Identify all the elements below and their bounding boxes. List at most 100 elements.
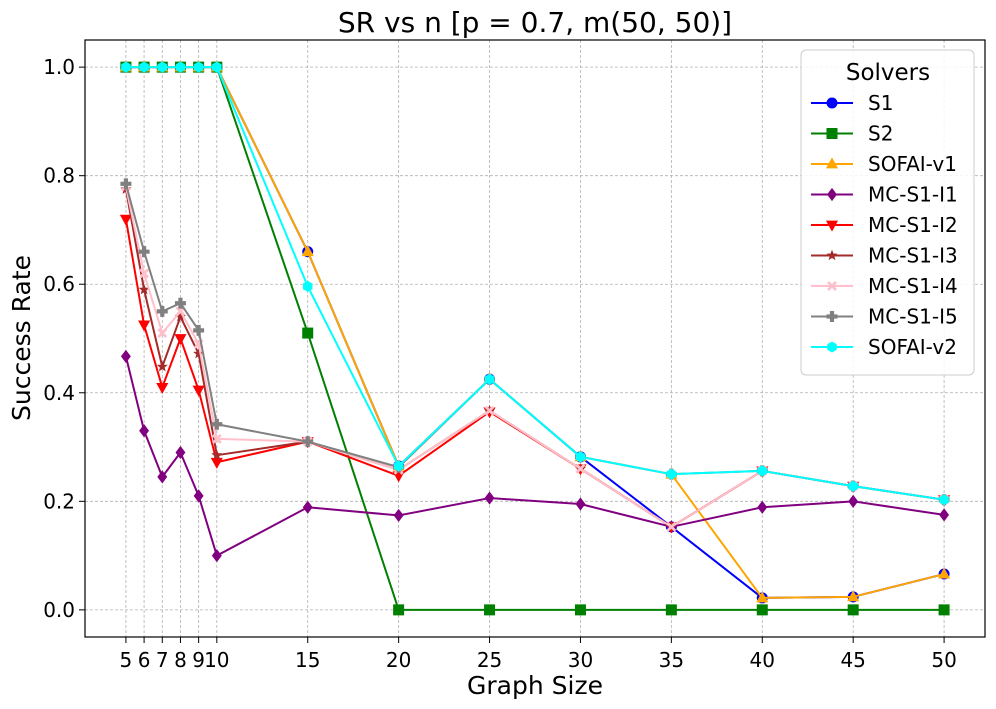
- data-point-mc-s1-i4: [484, 405, 495, 416]
- x-tick-label: 50: [931, 648, 956, 672]
- data-point-sofai-v2: [666, 468, 677, 480]
- x-tick-label: 9: [192, 648, 205, 672]
- data-point-sofai-v1: [756, 591, 769, 603]
- data-point-sofai-v2: [193, 61, 204, 73]
- legend-marker-s2: [826, 128, 838, 139]
- data-point-sofai-v2: [157, 61, 168, 73]
- legend-item-s2: S2: [811, 122, 893, 146]
- legend-label-s1: S1: [868, 91, 893, 115]
- x-tick-label: 45: [840, 648, 865, 672]
- y-tick-label: 0.2: [43, 489, 75, 513]
- data-point-s2: [574, 604, 586, 616]
- data-point-sofai-v2: [175, 61, 186, 73]
- legend-item-mc-s1-i5: MC-S1-I5: [811, 305, 958, 329]
- data-point-s2: [938, 604, 950, 616]
- data-point-mc-s1-i3: [138, 283, 150, 295]
- legend-marker-sofai-v2: [827, 341, 837, 353]
- data-point-mc-s1-i1: [139, 424, 150, 438]
- data-point-s2: [665, 604, 677, 616]
- legend-label-s2: S2: [868, 122, 893, 146]
- data-point-s2: [302, 327, 314, 339]
- x-tick-label: 8: [174, 648, 187, 672]
- data-point-mc-s1-i5: [302, 436, 314, 448]
- data-point-mc-s1-i3: [156, 360, 168, 372]
- data-point-mc-s1-i3: [211, 449, 223, 460]
- data-point-mc-s1-i5: [174, 297, 186, 309]
- legend-marker-mc-s1-i5: [826, 311, 838, 322]
- x-tick-label: 7: [156, 648, 169, 672]
- data-point-mc-s1-i1: [757, 500, 768, 514]
- legend-label-sofai-v2: SOFAI-v2: [868, 335, 957, 359]
- data-point-mc-s1-i5: [120, 178, 132, 190]
- data-point-s2: [756, 604, 768, 616]
- data-point-sofai-v1: [301, 245, 314, 257]
- data-point-mc-s1-i1: [393, 508, 404, 523]
- legend-label-sofai-v1: SOFAI-v1: [868, 152, 957, 176]
- data-point-mc-s1-i3: [174, 311, 186, 322]
- legend-marker-s1: [826, 97, 838, 109]
- y-axis-label: Success Rate: [7, 255, 36, 421]
- data-point-mc-s1-i1: [484, 491, 495, 505]
- data-point-mc-s1-i4: [211, 433, 222, 444]
- data-point-sofai-v1: [938, 567, 951, 579]
- legend-items: S1 S2 SOFAI-v1 MC-S1-I1 MC-S1-I2 MC-S1-I3 MC-S…: [811, 91, 958, 359]
- x-tick-label: 20: [386, 648, 411, 672]
- data-point-mc-s1-i1: [157, 470, 168, 484]
- legend-marker-sofai-v1: [825, 157, 839, 169]
- data-point-mc-s1-i2: [192, 385, 205, 397]
- data-point-s2: [484, 604, 496, 616]
- x-tick-label: 6: [138, 648, 151, 672]
- legend-marker-mc-s1-i2: [825, 220, 839, 232]
- y-tick-label: 1.0: [43, 55, 75, 79]
- legend: Solvers S1 S2 SOFAI-v1 MC-S1-I1 MC-S1-I2 MC-S…: [800, 49, 975, 376]
- data-point-mc-s1-i2: [210, 457, 223, 469]
- data-point-mc-s1-i1: [193, 489, 204, 503]
- data-point-sofai-v2: [302, 280, 313, 292]
- legend-label-mc-s1-i2: MC-S1-I2: [868, 213, 958, 237]
- x-tick-label: 40: [750, 648, 775, 672]
- chart-title: SR vs n [p = 0.7, m(50, 50)]: [338, 6, 732, 39]
- ticks: 5 6 7 8 9 10 15 20 25 30 35 40 45 50 0.0 0.2 0.4 0.6 0.8 1.…: [43, 55, 957, 672]
- y-tick-label: 0.0: [43, 598, 75, 622]
- data-point-sofai-v2: [484, 373, 495, 385]
- data-point-mc-s1-i1: [120, 349, 131, 364]
- legend-label-mc-s1-i4: MC-S1-I4: [868, 274, 958, 298]
- data-point-mc-s1-i4: [175, 306, 186, 317]
- data-point-s2: [847, 604, 859, 616]
- series-layer: [119, 60, 951, 616]
- x-tick-label: 30: [568, 648, 593, 672]
- data-point-sofai-v2: [121, 61, 131, 73]
- data-point-sofai-v1: [847, 590, 860, 602]
- legend-marker-mc-s1-i4: [827, 281, 837, 291]
- data-point-sofai-v2: [212, 61, 222, 73]
- legend-marker-mc-s1-i3: [826, 249, 838, 261]
- data-point-sofai-v2: [939, 494, 949, 506]
- x-tick-label: 5: [120, 648, 133, 672]
- legend-item-sofai-v1: SOFAI-v1: [811, 152, 957, 176]
- data-point-mc-s1-i5: [138, 246, 150, 258]
- data-point-mc-s1-i5: [211, 418, 223, 430]
- data-point-sofai-v2: [575, 451, 586, 463]
- data-point-mc-s1-i1: [211, 548, 222, 563]
- data-point-mc-s1-i2: [174, 334, 187, 346]
- legend-label-mc-s1-i3: MC-S1-I3: [868, 244, 958, 268]
- data-point-mc-s1-i1: [175, 445, 186, 460]
- data-point-mc-s1-i1: [302, 500, 313, 514]
- legend-box: [800, 49, 975, 376]
- series-mc-s1-i4: [120, 181, 950, 532]
- y-tick-label: 0.6: [43, 272, 75, 296]
- x-tick-label: 15: [295, 648, 320, 672]
- data-point-sofai-v2: [393, 460, 404, 472]
- legend-item-mc-s1-i2: MC-S1-I2: [811, 213, 958, 237]
- legend-marker-mc-s1-i1: [827, 187, 837, 202]
- data-point-sofai-v2: [848, 480, 858, 492]
- legend-label-mc-s1-i5: MC-S1-I5: [868, 305, 958, 329]
- data-point-mc-s1-i4: [666, 521, 677, 532]
- data-point-mc-s1-i1: [575, 497, 586, 511]
- data-point-sofai-v2: [139, 61, 149, 73]
- data-point-mc-s1-i2: [138, 320, 151, 332]
- y-tick-label: 0.8: [43, 164, 75, 188]
- x-tick-label: 35: [659, 648, 684, 672]
- data-point-mc-s1-i4: [575, 463, 586, 474]
